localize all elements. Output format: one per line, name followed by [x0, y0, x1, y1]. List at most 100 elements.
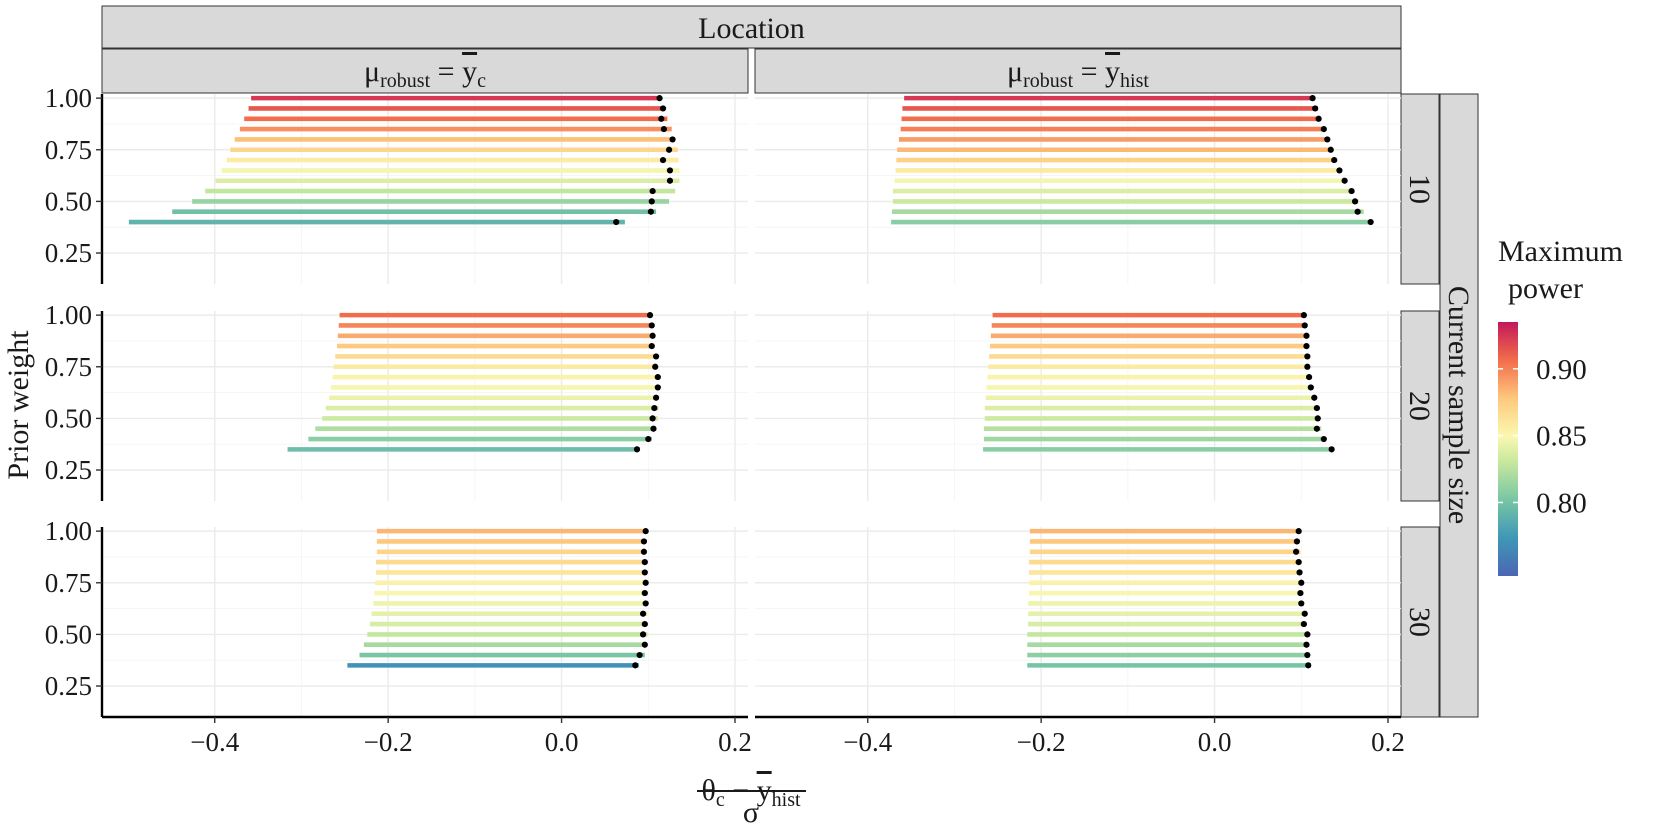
y-tick-label: 1.00 — [45, 300, 92, 330]
column-strip-yc-label: μrobust = yc — [364, 55, 486, 92]
x-tick-label: −0.4 — [843, 727, 892, 757]
point — [1309, 95, 1316, 102]
point — [1320, 435, 1327, 443]
point — [633, 446, 641, 453]
row-strip-30: 30 — [1400, 526, 1440, 718]
point — [647, 208, 654, 215]
y-tick-label: 1.00 — [45, 83, 92, 113]
point — [659, 105, 667, 112]
facet-top-strip-bg — [101, 5, 1402, 49]
point — [1303, 332, 1310, 339]
point — [652, 353, 660, 360]
row-strip-20-bg — [1400, 310, 1440, 502]
point — [642, 528, 649, 535]
row-strip-10: 10 — [1400, 93, 1440, 285]
point — [632, 662, 639, 669]
row-facet-strip: Current sample size — [1439, 93, 1479, 718]
legend-title-line2: power — [1508, 272, 1583, 305]
point — [649, 187, 656, 195]
point — [1304, 363, 1311, 370]
point — [1331, 156, 1338, 164]
y-tick-label: 0.50 — [45, 619, 92, 649]
x-tick-label: −0.4 — [190, 727, 239, 757]
panel-yhist-n10 — [755, 94, 1401, 284]
point — [1348, 187, 1355, 195]
facet-top-label: Location — [698, 12, 805, 45]
row-strip-30-bg — [1400, 526, 1440, 718]
point — [651, 404, 658, 412]
point — [658, 115, 665, 122]
row-strip-20: 20 — [1400, 310, 1440, 502]
point — [1324, 136, 1331, 143]
point — [642, 600, 649, 607]
point — [641, 589, 648, 597]
point — [1300, 620, 1307, 628]
point — [1301, 322, 1308, 329]
point — [645, 435, 652, 443]
point — [1295, 528, 1302, 535]
point — [1354, 208, 1361, 215]
column-strip-yhist: μrobust = yhist — [754, 48, 1402, 94]
point — [1301, 610, 1308, 617]
point — [1341, 177, 1348, 184]
point — [665, 146, 673, 153]
panel-yc-n30: 0.25 0.50 0.75 1.00 −0.4 −0.2 0.0 0.2 — [45, 516, 752, 757]
point — [641, 559, 648, 566]
point — [1307, 384, 1314, 391]
point — [1304, 353, 1311, 360]
row-strip-30-label: 30 — [1403, 607, 1436, 637]
point — [656, 95, 663, 102]
y-tick-label: 0.50 — [45, 403, 92, 433]
point — [1304, 651, 1311, 659]
point — [669, 136, 676, 143]
point — [641, 641, 648, 648]
point — [1295, 559, 1302, 566]
point — [640, 548, 648, 555]
point — [1303, 343, 1310, 350]
point — [1313, 404, 1320, 412]
y-axis-title: Prior weight — [2, 330, 35, 480]
y-tick-label: 0.75 — [45, 568, 92, 598]
point — [654, 373, 661, 381]
point — [1298, 600, 1305, 607]
point — [666, 177, 674, 184]
column-strip-yc-bg — [101, 48, 749, 94]
point — [639, 631, 647, 638]
y-tick-label: 0.25 — [45, 455, 92, 485]
x-tick-label: 0.2 — [718, 727, 752, 757]
point — [654, 384, 661, 391]
point — [648, 198, 655, 205]
x-tick-label: 0.0 — [545, 727, 579, 757]
column-strip-yhist-bg — [754, 48, 1402, 94]
point — [1303, 641, 1310, 648]
x-tick-label: −0.2 — [1017, 727, 1066, 757]
x-axis-title: θc − yhist σ — [697, 774, 806, 829]
panel-yhist-n30: −0.4 −0.2 0.0 0.2 — [755, 527, 1405, 757]
point — [649, 415, 656, 422]
x-axis-title-denominator: σ — [743, 796, 759, 829]
y-tick-label: 0.75 — [45, 352, 92, 382]
legend-label: 0.85 — [1536, 421, 1587, 453]
panels: 0.25 0.50 0.75 1.00 0.25 0.50 0.75 1.00 0.25 0.50… — [45, 83, 1405, 757]
point — [1328, 446, 1335, 453]
point — [1300, 312, 1307, 319]
point — [666, 167, 674, 174]
point — [650, 425, 657, 432]
point — [1296, 569, 1303, 576]
legend-colorbar — [1498, 322, 1518, 576]
point — [1304, 631, 1311, 638]
legend-title-line1: Maximum — [1498, 235, 1623, 268]
panel-yc-n10: 0.25 0.50 0.75 1.00 — [45, 83, 748, 284]
row-strip-10-bg — [1400, 93, 1440, 285]
point — [1336, 167, 1343, 174]
point — [652, 394, 660, 401]
point — [1305, 662, 1312, 669]
legend-label: 0.80 — [1536, 487, 1587, 519]
legend-ticks: 0.80 0.85 0.90 — [1498, 354, 1587, 519]
point — [1311, 394, 1318, 401]
point — [1314, 415, 1321, 422]
x-tick-label: 0.0 — [1198, 727, 1232, 757]
y-tick-label: 0.25 — [45, 671, 92, 701]
row-strip-20-label: 20 — [1403, 391, 1436, 421]
y-tick-label: 0.75 — [45, 135, 92, 165]
